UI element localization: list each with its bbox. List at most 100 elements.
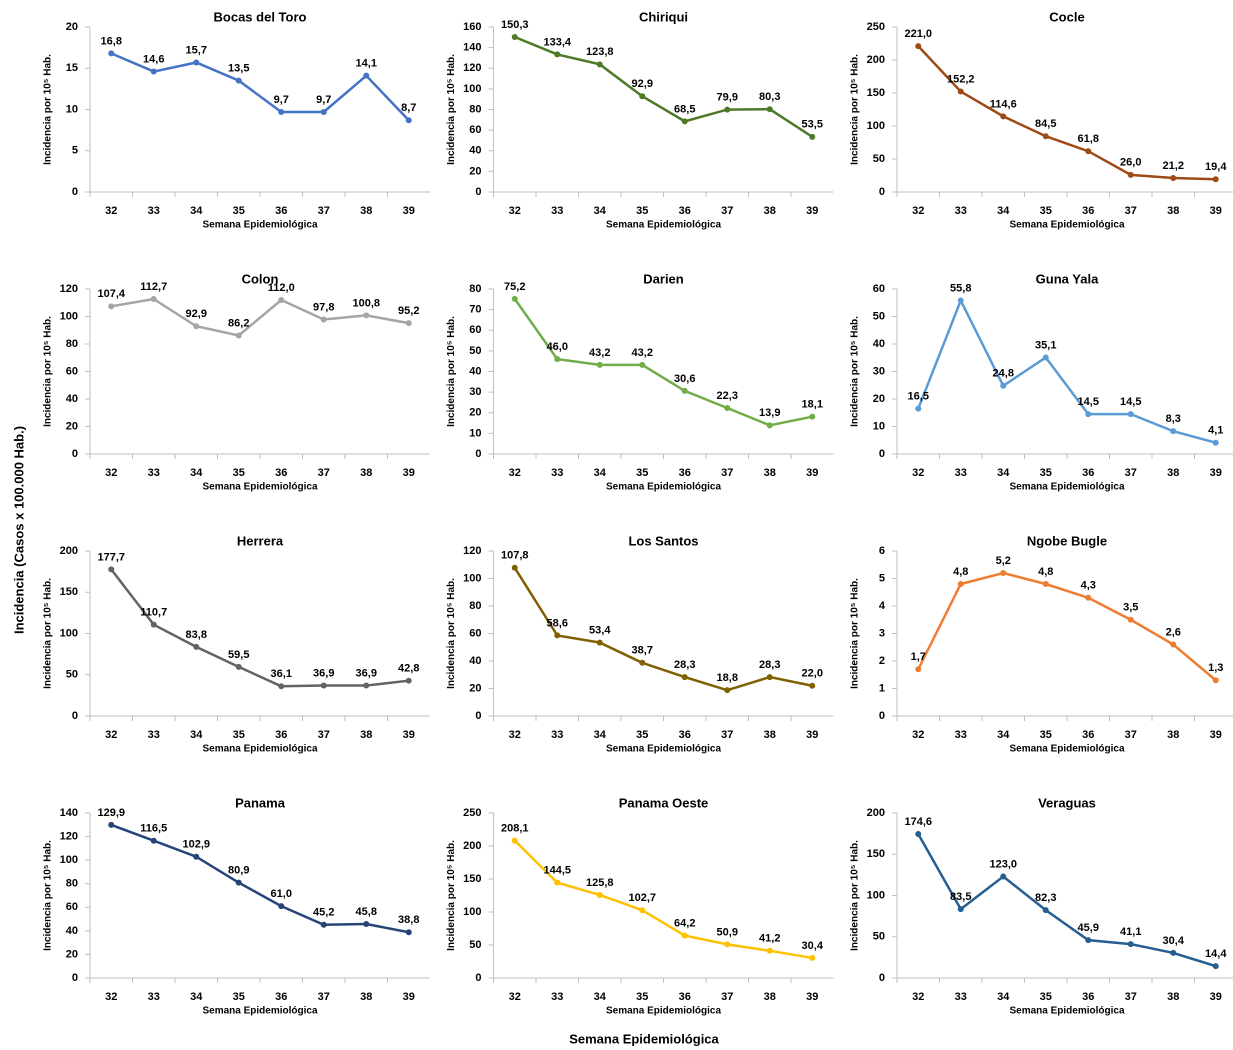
- series-line: [514, 35, 813, 138]
- data-label: 19,4: [1205, 161, 1227, 173]
- y-tick-label: 200: [867, 54, 885, 66]
- data-point: [193, 643, 200, 650]
- x-axis-label: Semana Epidemiológica: [1009, 482, 1124, 493]
- series-line: [110, 568, 409, 688]
- data-label: 26,0: [1120, 157, 1141, 169]
- data-label: 30,6: [674, 373, 695, 385]
- x-tick-label: 38: [1167, 991, 1179, 1003]
- x-tick-label: 36: [275, 467, 287, 479]
- data-point: [278, 297, 285, 303]
- x-axis-label: Semana Epidemiológica: [1009, 1006, 1124, 1017]
- data-point: [150, 68, 157, 75]
- x-tick-label: 34: [190, 467, 203, 479]
- x-tick-label: 33: [551, 467, 563, 479]
- x-tick-label: 34: [594, 991, 607, 1003]
- y-tick-label: 80: [469, 600, 481, 612]
- y-tick-label: 60: [469, 124, 481, 136]
- x-tick-label: 35: [636, 205, 648, 217]
- x-tick-label: 36: [275, 991, 287, 1003]
- y-tick-label: 150: [463, 873, 481, 885]
- y-tick-label: 250: [463, 807, 481, 819]
- series-line: [917, 833, 1217, 968]
- data-label: 53,5: [802, 119, 823, 131]
- x-tick-label: 36: [275, 205, 287, 217]
- data-point: [639, 361, 646, 368]
- data-point: [363, 682, 370, 689]
- data-label: 75,2: [504, 281, 525, 293]
- x-tick-label: 35: [1040, 205, 1052, 217]
- y-tick-label: 200: [463, 840, 481, 852]
- data-point: [1212, 439, 1219, 446]
- y-tick-label: 160: [463, 21, 481, 33]
- data-point: [235, 332, 242, 339]
- x-axis-label: Semana Epidemiológica: [202, 1006, 317, 1017]
- data-point: [681, 118, 688, 125]
- data-point: [108, 50, 115, 57]
- x-tick-label: 36: [1082, 467, 1094, 479]
- data-label: 45,8: [356, 906, 377, 918]
- data-point: [235, 77, 242, 84]
- y-tick-label: 0: [475, 186, 481, 198]
- y-tick-label: 250: [867, 21, 885, 33]
- x-tick-label: 38: [764, 729, 776, 741]
- data-point: [278, 903, 285, 910]
- y-tick-label: 80: [66, 338, 78, 350]
- y-tick-label: 2: [879, 655, 885, 667]
- data-point: [639, 93, 646, 100]
- x-tick-label: 37: [318, 991, 330, 1003]
- chart-title: Darien: [643, 271, 684, 286]
- x-tick-label: 34: [997, 991, 1010, 1003]
- x-tick-label: 32: [912, 729, 924, 741]
- data-point: [511, 837, 518, 844]
- data-label: 208,1: [501, 823, 529, 835]
- data-point: [405, 320, 412, 327]
- x-tick-label: 32: [509, 205, 521, 217]
- chart-title: Colon: [242, 271, 279, 286]
- y-tick-label: 20: [66, 948, 78, 960]
- x-tick-label: 38: [1167, 467, 1179, 479]
- x-tick-label: 34: [190, 205, 203, 217]
- chart-title: Veraguas: [1038, 795, 1096, 810]
- data-point: [724, 405, 731, 412]
- x-axis-label: Semana Epidemiológica: [1009, 744, 1124, 755]
- x-tick-label: 36: [679, 467, 691, 479]
- data-point: [554, 51, 561, 58]
- data-point: [766, 674, 773, 681]
- data-label: 86,2: [228, 317, 249, 329]
- x-tick-label: 32: [912, 991, 924, 1003]
- y-tick-label: 120: [60, 283, 78, 295]
- y-tick-label: 1: [879, 682, 885, 694]
- data-label: 18,1: [802, 399, 823, 411]
- data-point: [915, 666, 922, 673]
- series-line: [110, 52, 410, 122]
- data-label: 53,4: [589, 624, 611, 636]
- y-tick-label: 0: [475, 710, 481, 722]
- chart-title: Cocle: [1049, 9, 1084, 24]
- y-tick-label: 150: [867, 848, 885, 860]
- x-tick-label: 39: [1210, 205, 1222, 217]
- y-tick-label: 60: [66, 365, 78, 377]
- data-label: 45,9: [1078, 922, 1099, 934]
- data-point: [957, 906, 964, 913]
- y-tick-label: 0: [475, 972, 481, 984]
- x-tick-label: 36: [679, 729, 691, 741]
- data-label: 36,9: [356, 667, 377, 679]
- x-tick-label: 35: [1040, 991, 1052, 1003]
- data-label: 41,1: [1120, 926, 1141, 938]
- data-label: 133,4: [543, 36, 571, 48]
- data-label: 112,7: [140, 281, 167, 293]
- data-point: [511, 34, 518, 41]
- data-point: [809, 954, 816, 961]
- figure-x-label: Semana Epidemiológica: [569, 1031, 719, 1046]
- x-tick-label: 37: [318, 467, 330, 479]
- y-tick-label: 200: [867, 807, 885, 819]
- data-label: 16,5: [908, 391, 929, 403]
- x-tick-label: 33: [148, 205, 160, 217]
- data-label: 68,5: [674, 103, 695, 115]
- data-label: 14,6: [143, 53, 164, 65]
- data-label: 8,3: [1166, 413, 1181, 425]
- data-label: 16,8: [101, 35, 122, 47]
- x-tick-label: 37: [721, 467, 733, 479]
- data-label: 83,8: [186, 629, 207, 641]
- data-label: 8,7: [401, 102, 416, 114]
